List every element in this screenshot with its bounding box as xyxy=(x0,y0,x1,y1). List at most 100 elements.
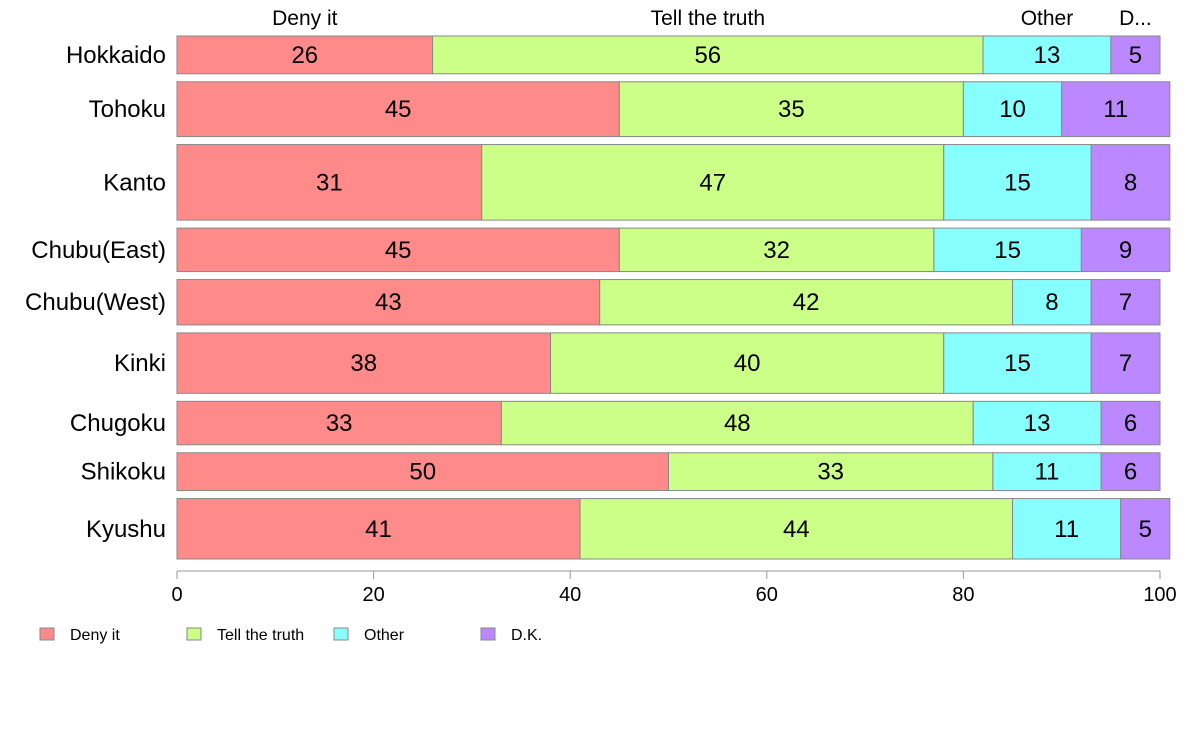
bar-segment xyxy=(1080,227,1171,273)
value-label: 47 xyxy=(699,169,726,196)
bar-segment xyxy=(1120,498,1171,560)
value-label: 56 xyxy=(694,42,721,69)
top-series-label: Tell the truth xyxy=(651,7,765,30)
bar-segment xyxy=(550,332,945,394)
x-tick-label: 80 xyxy=(952,584,974,606)
value-label: 42 xyxy=(793,289,820,316)
value-label: 15 xyxy=(1004,350,1031,377)
value-label: 13 xyxy=(1024,410,1051,437)
value-label: 6 xyxy=(1124,410,1137,437)
value-label: 5 xyxy=(1129,42,1142,69)
bar-segment xyxy=(1090,144,1171,221)
value-label: 40 xyxy=(734,350,761,377)
value-label: 44 xyxy=(783,516,810,543)
category-label: Tohoku xyxy=(89,96,166,123)
bar-segment xyxy=(481,144,945,221)
value-label: 33 xyxy=(817,459,844,486)
legend-swatch xyxy=(333,627,349,641)
x-tick-label: 100 xyxy=(1143,584,1176,606)
category-label: Kinki xyxy=(114,350,166,377)
value-label: 48 xyxy=(724,410,751,437)
category-label: Chugoku xyxy=(70,410,166,437)
bar-segment xyxy=(618,227,935,273)
bar-segment xyxy=(972,400,1102,446)
value-label: 11 xyxy=(1034,459,1059,486)
bar-segment xyxy=(176,144,483,221)
value-label: 11 xyxy=(1103,96,1128,123)
value-label: 11 xyxy=(1054,516,1079,543)
value-label: 35 xyxy=(778,96,805,123)
bar-segment xyxy=(1090,279,1161,326)
legend: Deny it Tell the truth Other D.K. xyxy=(39,627,542,644)
value-label: 8 xyxy=(1124,169,1137,196)
bar-segment xyxy=(176,452,669,492)
value-label: 45 xyxy=(385,237,412,264)
bar-segment xyxy=(618,81,964,138)
bar-segment xyxy=(176,227,620,273)
bar-segment xyxy=(1100,452,1161,492)
bar-segment xyxy=(943,332,1092,394)
bar-segment xyxy=(176,35,434,75)
legend-label: Other xyxy=(364,627,405,644)
x-axis: 0 20 40 60 80 100 xyxy=(171,570,1177,606)
bar-segment xyxy=(1110,35,1161,75)
x-tick-label: 0 xyxy=(171,584,182,606)
value-label: 10 xyxy=(999,96,1026,123)
bar-segment xyxy=(962,81,1063,138)
bar-segment xyxy=(176,81,620,138)
value-label: 5 xyxy=(1139,516,1152,543)
bar-segment xyxy=(982,35,1112,75)
category-label: Shikoku xyxy=(81,459,166,486)
value-label: 15 xyxy=(1004,169,1031,196)
value-label: 26 xyxy=(291,42,318,69)
legend-label: Deny it xyxy=(70,627,120,644)
value-label: 6 xyxy=(1124,459,1137,486)
category-label: Kyushu xyxy=(86,516,166,543)
value-label: 31 xyxy=(316,169,343,196)
bar-segment xyxy=(176,279,601,326)
top-series-labels: Deny it Tell the truth Other D... xyxy=(272,7,1152,30)
category-label: Hokkaido xyxy=(66,42,166,69)
bar-segment xyxy=(1061,81,1171,138)
value-label: 8 xyxy=(1045,289,1058,316)
value-label: 9 xyxy=(1119,237,1132,264)
value-label: 43 xyxy=(375,289,402,316)
legend-label: Tell the truth xyxy=(217,627,304,644)
bar-segment xyxy=(1012,279,1092,326)
legend-swatch xyxy=(39,627,55,641)
top-series-label: Deny it xyxy=(272,7,338,30)
value-label: 15 xyxy=(994,237,1021,264)
value-label: 7 xyxy=(1119,350,1132,377)
value-label: 41 xyxy=(365,516,392,543)
category-labels: Hokkaido Tohoku Kanto Chubu(East) Chubu(West… xyxy=(25,42,166,543)
top-series-label: Other xyxy=(1021,7,1074,30)
legend-swatch xyxy=(480,627,496,641)
bar-segment xyxy=(432,35,984,75)
x-tick-label: 20 xyxy=(362,584,384,606)
top-series-label: D... xyxy=(1119,7,1152,30)
value-label: 32 xyxy=(763,237,790,264)
legend-swatch xyxy=(186,627,202,641)
value-label: 13 xyxy=(1034,42,1061,69)
category-label: Chubu(West) xyxy=(25,289,166,316)
x-tick-label: 40 xyxy=(559,584,581,606)
bar-segment xyxy=(1012,498,1122,560)
bar-segment xyxy=(599,279,1014,326)
bar-segment xyxy=(176,332,552,394)
value-label: 38 xyxy=(350,350,377,377)
bar-segment xyxy=(1100,400,1161,446)
value-label: 50 xyxy=(409,459,436,486)
value-label: 7 xyxy=(1119,289,1132,316)
bar-segment xyxy=(176,400,502,446)
category-label: Chubu(East) xyxy=(31,237,166,264)
value-label: 45 xyxy=(385,96,412,123)
bar-segment xyxy=(992,452,1102,492)
category-label: Kanto xyxy=(103,169,166,196)
value-label: 33 xyxy=(326,410,353,437)
x-tick-label: 60 xyxy=(756,584,778,606)
bar-segment xyxy=(579,498,1014,560)
bar-segment xyxy=(1090,332,1161,394)
legend-label: D.K. xyxy=(511,627,542,644)
